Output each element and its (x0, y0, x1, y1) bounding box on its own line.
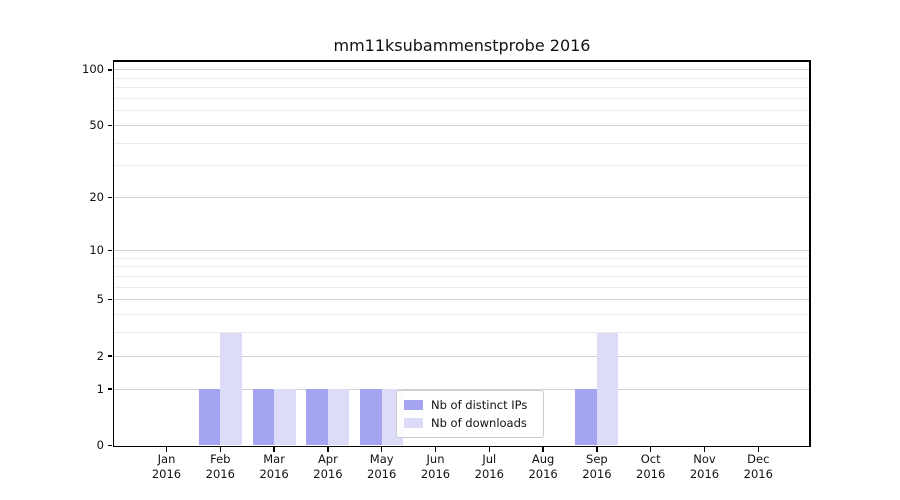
x-tick-label-year: 2016 (367, 467, 397, 481)
bar-downloads (327, 389, 350, 446)
axis-spine-left (112, 60, 115, 448)
x-tick-mark (434, 447, 437, 452)
x-tick-label-month: Jan (157, 452, 176, 466)
x-tick-label-month: Mar (263, 452, 285, 466)
y-tick-mark (107, 388, 112, 390)
major-gridline (112, 355, 810, 357)
minor-gridline (112, 332, 810, 334)
major-gridline (112, 249, 810, 251)
y-tick-mark (107, 249, 112, 252)
y-tick-mark (107, 196, 112, 199)
major-gridline (112, 388, 810, 390)
legend-swatch-downloads (404, 418, 423, 428)
y-tick-mark (107, 298, 112, 301)
bar-distinct-ips (198, 389, 221, 446)
minor-gridline (112, 257, 810, 259)
x-tick-label-year: 2016 (205, 467, 235, 481)
axis-spine-top (112, 60, 811, 62)
legend-row-distinct-ips: Nb of distinct IPs (397, 398, 543, 412)
minor-gridline (112, 87, 810, 89)
y-tick-label: 5 (96, 292, 104, 307)
x-tick-label-month: Jul (482, 452, 497, 466)
legend-label-distinct-ips: Nb of distinct IPs (431, 398, 528, 412)
y-tick-label: 100 (82, 62, 104, 77)
minor-gridline (112, 165, 810, 167)
x-tick-label-month: Jun (426, 452, 445, 466)
major-gridline (112, 124, 810, 126)
x-tick-mark (757, 447, 760, 452)
x-tick-label-year: 2016 (689, 467, 720, 481)
x-tick-label-year: 2016 (528, 467, 558, 481)
x-tick-mark (596, 447, 598, 452)
y-tick-mark (107, 69, 112, 71)
y-tick-label: 0 (96, 438, 104, 452)
legend-label-downloads: Nb of downloads (431, 416, 527, 430)
y-tick-mark (107, 355, 112, 357)
legend-swatch-distinct-ips (404, 400, 423, 410)
minor-gridline (112, 266, 810, 268)
minor-gridline (112, 275, 810, 277)
y-tick-label: 10 (89, 242, 104, 257)
x-tick-label-month: May (369, 452, 394, 466)
x-tick-mark (219, 447, 222, 452)
y-tick-mark (107, 124, 112, 127)
y-tick-label: 20 (89, 190, 104, 205)
x-tick-label-year: 2016 (636, 467, 666, 481)
y-tick-label: 1 (96, 381, 104, 396)
major-gridline (112, 197, 810, 199)
bar-downloads (220, 332, 242, 446)
y-tick-label: 2 (96, 348, 104, 363)
bar-downloads (596, 332, 619, 446)
bar-distinct-ips (575, 389, 597, 446)
x-tick-label-month: Dec (747, 452, 770, 466)
x-tick-mark (703, 447, 706, 452)
minor-gridline (112, 110, 810, 112)
x-tick-label-month: Apr (317, 452, 338, 466)
x-tick-mark (165, 447, 168, 452)
major-gridline (112, 299, 810, 301)
bar-distinct-ips (360, 389, 382, 446)
x-tick-label-month: Oct (640, 452, 661, 466)
chart-legend: Nb of distinct IPs Nb of downloads (396, 390, 544, 438)
x-tick-label-year: 2016 (313, 467, 343, 481)
x-tick-label-year: 2016 (743, 467, 773, 481)
legend-row-downloads: Nb of downloads (397, 416, 543, 430)
chart-title: mm11ksubammenstprobe 2016 (333, 36, 591, 55)
x-tick-mark (542, 447, 544, 452)
x-tick-mark (327, 447, 329, 452)
major-gridline (112, 69, 810, 71)
axis-spine-bottom (112, 445, 811, 448)
axis-spine-right (809, 60, 811, 448)
x-tick-label-year: 2016 (151, 467, 182, 481)
x-tick-label-year: 2016 (259, 467, 289, 481)
bar-distinct-ips (306, 389, 328, 446)
minor-gridline (112, 314, 810, 315)
x-tick-label-year: 2016 (420, 467, 451, 481)
x-tick-label-month: Aug (531, 452, 555, 466)
y-tick-mark (107, 444, 112, 447)
x-tick-label-month: Nov (693, 452, 716, 466)
bar-distinct-ips (252, 389, 275, 446)
x-tick-label-year: 2016 (582, 467, 612, 481)
minor-gridline (112, 286, 810, 288)
bar-downloads (274, 389, 296, 446)
x-tick-mark (488, 447, 491, 452)
x-tick-mark (649, 447, 652, 452)
x-tick-mark (380, 447, 383, 452)
x-tick-label-month: Sep (586, 452, 608, 466)
x-tick-label-year: 2016 (474, 467, 504, 481)
minor-gridline (112, 98, 810, 100)
minor-gridline (112, 77, 810, 79)
x-tick-label-month: Feb (210, 452, 231, 466)
minor-gridline (112, 142, 810, 144)
y-tick-label: 50 (89, 117, 104, 132)
x-tick-mark (273, 447, 275, 452)
